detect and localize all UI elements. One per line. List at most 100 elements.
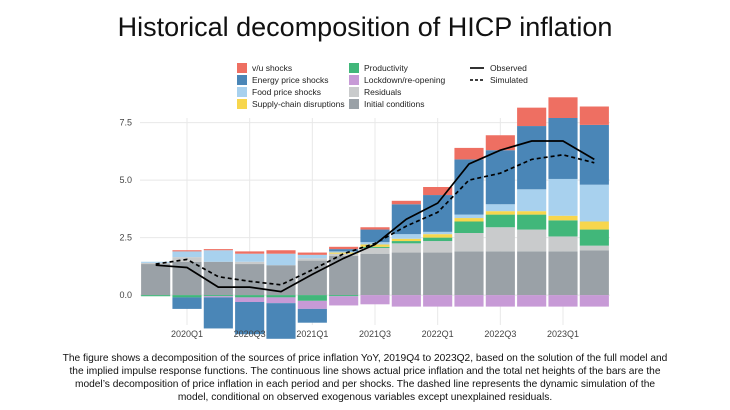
bar-segment-productivity-2023Q2 bbox=[579, 229, 609, 246]
x-tick-label: 2020Q3 bbox=[234, 329, 266, 339]
bar-segment-lockdown-2021Q4 bbox=[391, 295, 421, 307]
legend-label-food: Food price shocks bbox=[252, 87, 321, 97]
x-tick-label: 2020Q1 bbox=[171, 329, 203, 339]
bar-segment-energy-2021Q2 bbox=[329, 249, 359, 252]
bar-segment-lockdown-2022Q2 bbox=[454, 295, 484, 307]
bar-segment-food-2021Q1 bbox=[297, 254, 327, 259]
y-tick-label: 7.5 bbox=[119, 118, 132, 128]
bar-segment-food-2020Q1 bbox=[172, 251, 202, 258]
bar-segment-supply-2022Q1 bbox=[423, 234, 453, 238]
bar-segment-productivity-2022Q4 bbox=[517, 214, 547, 230]
bar-segment-productivity-2022Q2 bbox=[454, 221, 484, 233]
bar-segment-vu-2020Q3 bbox=[235, 251, 265, 254]
bar-segment-productivity-2020Q4 bbox=[266, 295, 296, 298]
bar-segment-productivity-2021Q3 bbox=[360, 246, 390, 248]
bar-segment-supply-2023Q1 bbox=[548, 215, 578, 221]
bar-segment-supply-2021Q3 bbox=[360, 244, 390, 247]
bar-segment-lockdown-2020Q3 bbox=[235, 297, 265, 302]
bar-segment-productivity-2021Q4 bbox=[391, 241, 421, 244]
bar-segment-productivity-2020Q1 bbox=[172, 295, 202, 298]
bar-segment-residuals-2021Q1 bbox=[297, 258, 327, 261]
y-tick-label: 5.0 bbox=[119, 175, 132, 185]
bar-segment-residuals-2022Q4 bbox=[517, 229, 547, 252]
legend: v/u shocks Energy price shocks Food price … bbox=[237, 63, 528, 109]
bar-segment-vu-2021Q1 bbox=[297, 252, 327, 255]
legend-label-observed: Observed bbox=[490, 63, 527, 73]
bar-segment-vu-2020Q1 bbox=[172, 250, 202, 252]
legend-label-lockdown: Lockdown/re-opening bbox=[364, 75, 446, 85]
bar-segment-energy-2020Q2 bbox=[203, 297, 233, 329]
bar-segment-residuals-2022Q3 bbox=[485, 227, 515, 252]
bar-segment-residuals-2021Q3 bbox=[360, 247, 390, 254]
bar-segment-initial-2019Q4 bbox=[141, 264, 171, 296]
bar-segment-food-2022Q1 bbox=[423, 231, 453, 235]
bar-segment-food-2019Q4 bbox=[141, 261, 171, 263]
bar-segment-energy-2022Q1 bbox=[423, 195, 453, 232]
y-tick-label: 2.5 bbox=[119, 233, 132, 243]
legend-swatch-lockdown bbox=[349, 75, 359, 85]
bar-segment-vu-2021Q3 bbox=[360, 227, 390, 230]
bar-segment-residuals-2022Q2 bbox=[454, 233, 484, 252]
bar-segment-residuals-2023Q1 bbox=[548, 236, 578, 252]
x-tick-label: 2021Q3 bbox=[359, 329, 391, 339]
legend-label-energy: Energy price shocks bbox=[252, 75, 329, 85]
bar-segment-initial-2021Q3 bbox=[360, 253, 390, 296]
legend-swatch-productivity bbox=[349, 63, 359, 73]
y-tick-label: 0.0 bbox=[119, 290, 132, 300]
bar-segment-supply-2022Q2 bbox=[454, 218, 484, 222]
bar-segment-residuals-2021Q2 bbox=[329, 253, 359, 256]
bar-segment-supply-2021Q2 bbox=[329, 252, 359, 254]
bar-segment-food-2023Q1 bbox=[548, 178, 578, 216]
legend-swatch-residuals bbox=[349, 87, 359, 97]
bar-segment-food-2022Q3 bbox=[485, 204, 515, 212]
bar-segment-energy-2023Q2 bbox=[579, 124, 609, 185]
legend-label-vu: v/u shocks bbox=[252, 63, 292, 73]
legend-swatch-energy bbox=[237, 75, 247, 85]
bar-segment-food-2020Q3 bbox=[235, 253, 265, 262]
bar-segment-initial-2020Q3 bbox=[235, 264, 265, 296]
bar-segment-productivity-2022Q1 bbox=[423, 237, 453, 242]
bar-segment-food-2023Q2 bbox=[579, 184, 609, 222]
bar-segment-vu-2021Q4 bbox=[391, 200, 421, 205]
bar-segment-productivity-2021Q1 bbox=[297, 295, 327, 301]
bar-segment-food-2021Q2 bbox=[329, 251, 359, 253]
bar-segment-lockdown-2021Q2 bbox=[329, 296, 359, 306]
line-observed bbox=[155, 140, 595, 293]
bar-segment-vu-2023Q1 bbox=[548, 97, 578, 118]
x-tick-label: 2022Q1 bbox=[422, 329, 454, 339]
bar-segment-initial-2023Q2 bbox=[579, 250, 609, 296]
chart-title: Historical decomposition of HICP inflati… bbox=[117, 12, 613, 42]
legend-swatch-food bbox=[237, 87, 247, 97]
bar-segment-productivity-2019Q4 bbox=[141, 295, 171, 297]
bar-segment-lockdown-2022Q3 bbox=[485, 295, 515, 307]
bar-segment-vu-2022Q4 bbox=[517, 107, 547, 127]
bar-segment-lockdown-2022Q4 bbox=[517, 295, 547, 307]
bar-segment-lockdown-2023Q1 bbox=[548, 295, 578, 307]
bar-segment-initial-2022Q1 bbox=[423, 252, 453, 296]
bar-segment-food-2020Q2 bbox=[203, 250, 233, 262]
bar-segment-residuals-2021Q4 bbox=[391, 243, 421, 253]
bar-segment-food-2021Q4 bbox=[391, 234, 421, 239]
bar-segment-energy-2023Q1 bbox=[548, 118, 578, 179]
bar-segment-energy-2022Q4 bbox=[517, 126, 547, 190]
bar-segment-lockdown-2023Q2 bbox=[579, 295, 609, 307]
figure-caption: The figure shows a decomposition of the … bbox=[62, 353, 668, 403]
legend-label-initial: Initial conditions bbox=[364, 99, 424, 109]
bars bbox=[141, 97, 609, 339]
bar-segment-initial-2023Q1 bbox=[548, 251, 578, 296]
bar-segment-productivity-2021Q2 bbox=[329, 295, 359, 297]
bar-segment-lockdown-2022Q1 bbox=[423, 295, 453, 307]
line-simulated bbox=[155, 153, 595, 286]
bar-segment-lockdown-2020Q4 bbox=[266, 297, 296, 304]
bar-segment-initial-2021Q4 bbox=[391, 252, 421, 296]
legend-label-supply: Supply-chain disruptions bbox=[252, 99, 345, 109]
bar-segment-energy-2022Q3 bbox=[485, 150, 515, 205]
legend-swatch-initial bbox=[349, 99, 359, 109]
bar-segment-energy-2020Q3 bbox=[235, 302, 265, 335]
bar-segment-vu-2022Q1 bbox=[423, 187, 453, 196]
bar-segment-vu-2020Q2 bbox=[203, 249, 233, 251]
bar-segment-initial-2022Q2 bbox=[454, 251, 484, 296]
bar-segment-lockdown-2021Q3 bbox=[360, 295, 390, 305]
legend-swatch-vu bbox=[237, 63, 247, 73]
bar-segment-residuals-2020Q3 bbox=[235, 261, 265, 265]
